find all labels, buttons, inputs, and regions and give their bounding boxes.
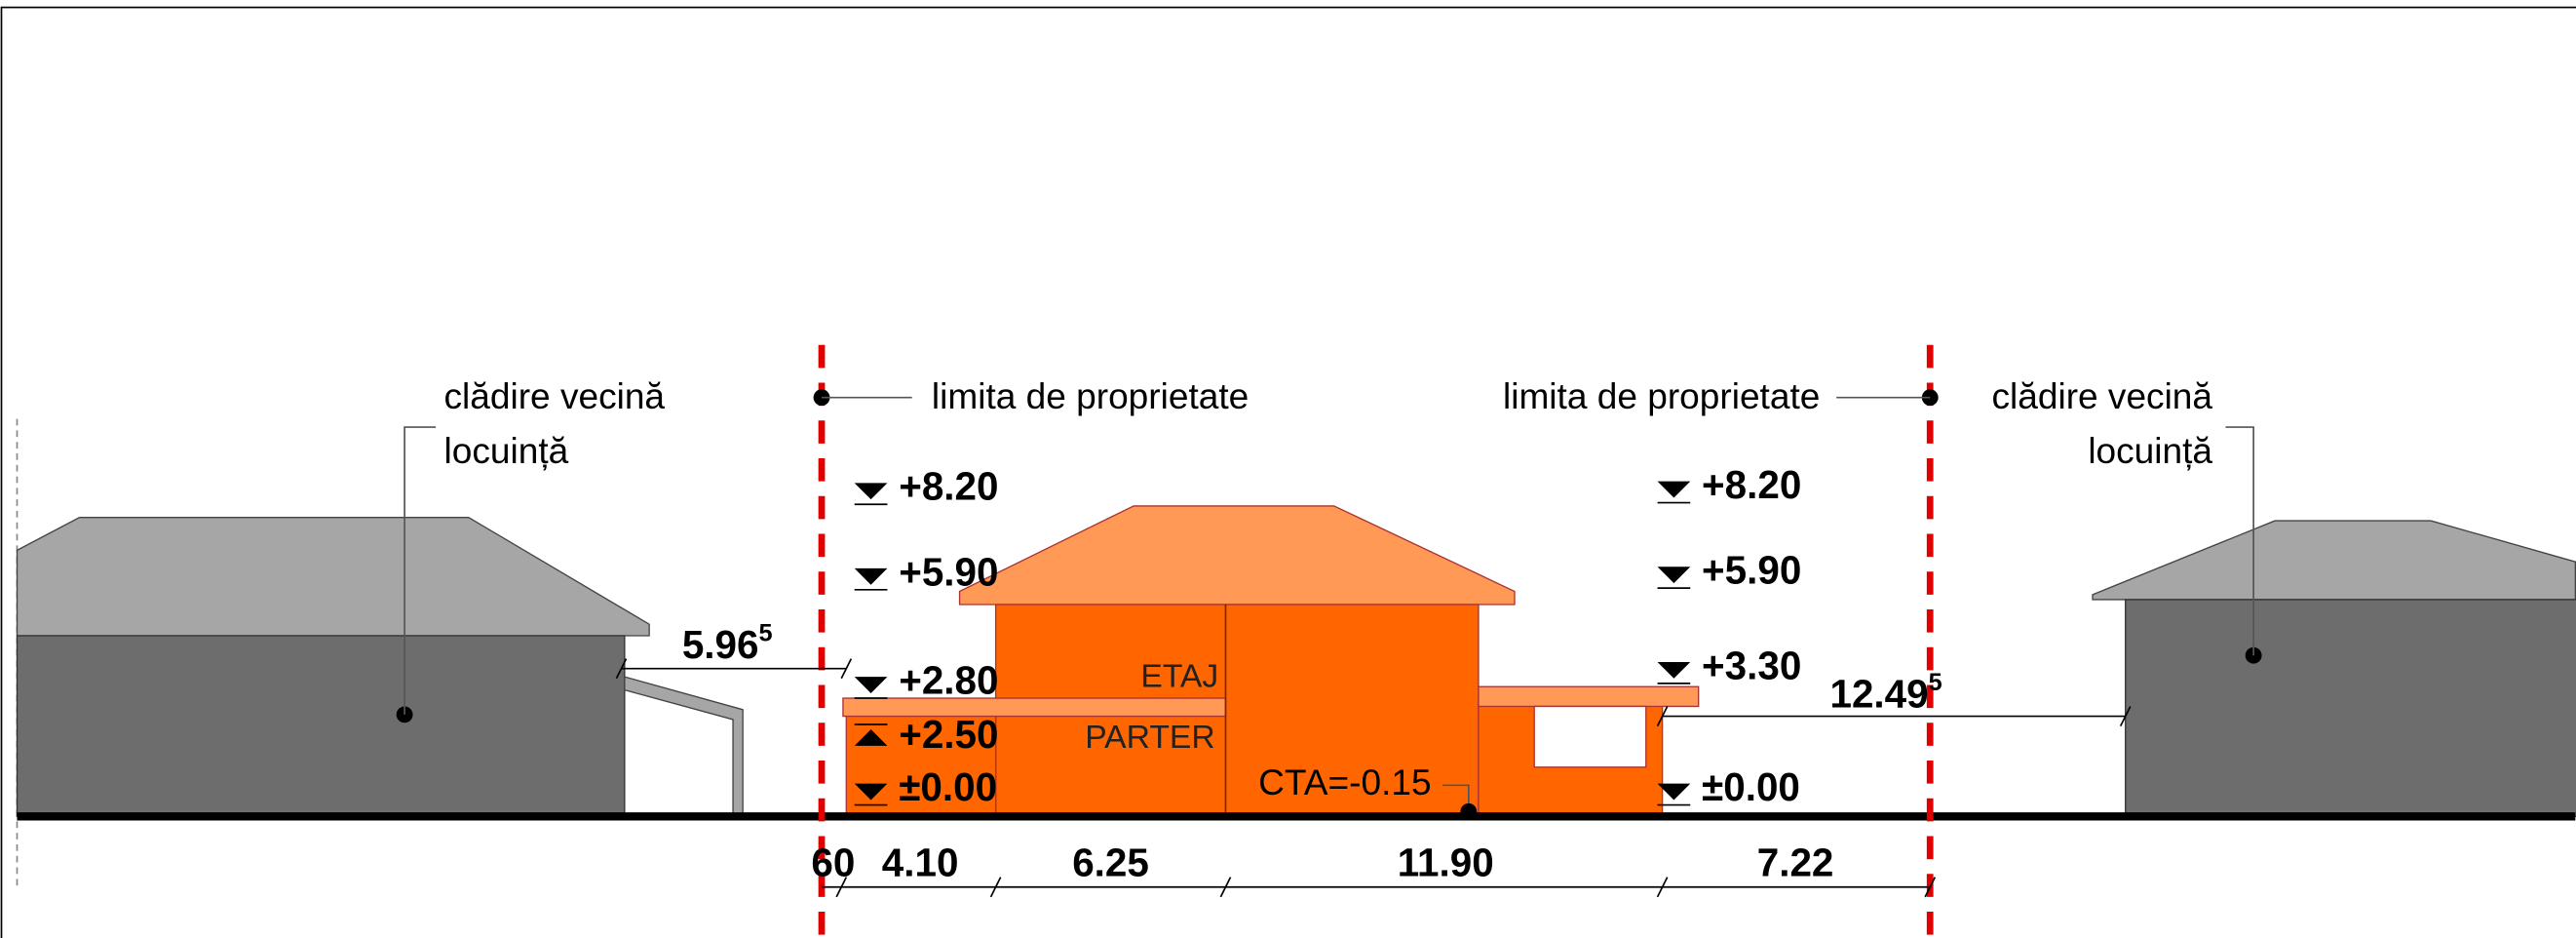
level-marker	[1657, 661, 1691, 679]
label: clădire vecină	[444, 375, 666, 416]
label: locuință	[444, 430, 569, 471]
canopy	[624, 676, 744, 818]
level-marker	[854, 729, 888, 746]
level-label: +2.50	[899, 712, 998, 757]
dimension-tick	[1219, 877, 1232, 898]
neighbor-wall	[16, 635, 626, 818]
dimension-tick	[840, 658, 853, 680]
dimension-tick	[615, 658, 628, 680]
slab	[1478, 685, 1700, 708]
leader	[1442, 784, 1470, 812]
leader-dot	[2245, 646, 2262, 664]
level-marker	[854, 483, 888, 500]
level-label: +5.90	[899, 549, 998, 594]
level-label: ±0.00	[1702, 764, 1800, 809]
level-label: +5.90	[1702, 548, 1801, 593]
leader	[404, 426, 437, 715]
distance-sup: 5	[759, 619, 773, 646]
level-label: ±0.00	[899, 764, 997, 809]
dimension-label: 11.90	[1398, 840, 1494, 885]
dimension-tick	[1924, 877, 1937, 898]
level-label: +2.80	[899, 658, 998, 703]
cta-label: CTA=-0.15	[1258, 762, 1431, 802]
level-label: +8.20	[1702, 462, 1801, 507]
level-marker	[1657, 481, 1691, 498]
level-marker	[1657, 567, 1691, 584]
level-label: +3.30	[1702, 643, 1801, 687]
dimension-tick	[1656, 877, 1669, 898]
frame	[0, 6, 2576, 938]
dimension-label: 6.25	[1072, 840, 1149, 885]
level-marker	[854, 677, 888, 693]
roof	[958, 505, 1516, 606]
distance-sup: 5	[1929, 669, 1942, 696]
dimension-label: 60	[811, 840, 855, 885]
leader	[2225, 426, 2254, 656]
label: limita de proprietate	[932, 375, 1249, 416]
level-marker	[854, 783, 888, 801]
level-marker	[854, 567, 888, 585]
dimension-tick	[1656, 706, 1669, 727]
level-label: +8.20	[899, 464, 998, 509]
label: locuință	[2088, 430, 2212, 471]
distance: 5.965	[682, 619, 773, 666]
dimension-tick	[989, 877, 1002, 898]
dimension-label: 4.10	[882, 840, 959, 885]
label: limita de proprietate	[1503, 375, 1820, 416]
level-marker	[1657, 783, 1691, 801]
neighbor-roof	[16, 517, 650, 637]
label: clădire vecină	[1992, 375, 2213, 416]
distance: 12.495	[1829, 669, 1942, 716]
distance: 5.96	[682, 621, 759, 666]
dimension-label: 7.22	[1757, 840, 1834, 885]
distance: 12.49	[1829, 671, 1928, 716]
dimension-tick	[2119, 706, 2132, 727]
dimension-tick	[835, 877, 848, 898]
room-label: ETAJ	[1140, 659, 1218, 695]
neighbor-wall	[2125, 599, 2576, 818]
window	[1533, 705, 1647, 768]
room-label: PARTER	[1085, 720, 1215, 756]
leader-dot	[396, 706, 413, 723]
neighbor-roof	[2092, 520, 2576, 601]
